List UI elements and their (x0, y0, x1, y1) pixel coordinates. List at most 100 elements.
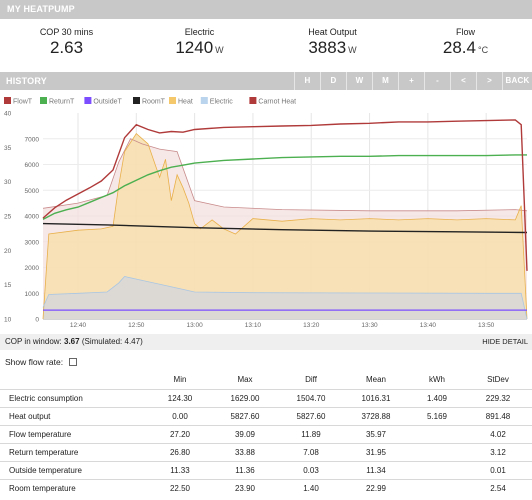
flow-rate-checkbox[interactable] (69, 358, 78, 366)
stat-label: Flow (455, 27, 475, 37)
back-button[interactable]: BACK (502, 72, 532, 90)
hide-detail-button[interactable]: HIDE DETAIL (482, 337, 528, 346)
zoom-in-button[interactable]: + (398, 72, 424, 90)
legend-swatch (4, 97, 11, 104)
stat-heat-output: Heat Output 3883 W (266, 26, 399, 62)
table-row: Outside temperature 11.33 11.36 0.03 11.… (0, 460, 532, 479)
carnot-heat-line (42, 138, 528, 212)
stats-table: Min Max Diff Mean kWh StDev Electric con… (0, 370, 532, 497)
left-tick-label: 10 (4, 317, 12, 324)
table-cell: Heat output (0, 406, 150, 425)
table-cell: 0.00 (150, 406, 210, 425)
electric-area (43, 276, 527, 319)
table-cell: 1.409 (410, 388, 464, 407)
legend-swatch (40, 97, 47, 104)
stat-value: 3883 (308, 38, 347, 57)
legend-label: FlowT (13, 99, 33, 106)
table-cell: 229.32 (464, 388, 532, 407)
stat-cop: COP 30 mins 2.63 (0, 26, 133, 62)
table-header: kWh (429, 374, 445, 384)
right-tick-label: 3000 (25, 239, 40, 246)
table-cell (410, 478, 464, 497)
table-cell: 3728.88 (342, 406, 410, 425)
table-cell: 11.36 (210, 460, 280, 479)
flow-rate-label: Show flow rate: (5, 357, 64, 367)
table-cell (410, 460, 464, 479)
table-header (0, 370, 150, 389)
history-chart[interactable]: FlowT ReturnT OutsideT RoomT Heat Electric Car… (0, 93, 532, 330)
table-cell: 5.169 (410, 406, 464, 425)
table-cell (410, 424, 464, 443)
legend-label: ReturnT (49, 99, 75, 106)
zoom-out-button[interactable]: - (424, 72, 450, 90)
cop-window-label: COP in window: (5, 337, 62, 346)
table-cell: Room temperature (0, 478, 150, 497)
legend-label: OutsideT (93, 99, 122, 106)
table-cell: 31.95 (342, 442, 410, 461)
pan-right-button[interactable]: > (476, 72, 502, 90)
week-button[interactable]: W (346, 72, 372, 90)
legend-swatch (249, 97, 257, 104)
pan-left-button[interactable]: < (450, 72, 476, 90)
stat-unit: W (215, 45, 224, 55)
table-row: Heat output 0.00 5827.60 5827.60 3728.88… (0, 406, 532, 425)
table-cell: Flow temperature (0, 424, 150, 443)
stat-unit: W (348, 45, 357, 55)
table-cell: 11.89 (280, 424, 342, 443)
table-header: Min (173, 374, 187, 384)
legend-swatch (84, 97, 92, 104)
table-cell: Electric consumption (0, 388, 150, 407)
heat-area (43, 133, 527, 319)
x-tick-label: 13:30 (361, 322, 378, 329)
stat-label: Heat Output (308, 27, 357, 37)
app-title-bar: MY HEATPUMP (0, 0, 532, 19)
table-cell: 0.03 (280, 460, 342, 479)
return-temp-line (42, 154, 527, 221)
table-cell: 11.34 (342, 460, 410, 479)
table-cell: Outside temperature (0, 460, 150, 479)
table-cell: 3.12 (464, 442, 532, 461)
left-tick-label: 20 (4, 248, 12, 255)
table-row: Return temperature 26.80 33.88 7.08 31.9… (0, 442, 532, 461)
cop-window-row: COP in window: 3.67 (Simulated: 4.47) HI… (0, 334, 532, 350)
x-tick-label: 13:50 (478, 322, 495, 329)
x-tick-label: 12:40 (70, 322, 87, 329)
table-cell: 2.54 (464, 478, 532, 497)
table-cell: 124.30 (150, 388, 210, 407)
right-tick-label: 7000 (25, 136, 40, 143)
flow-temp-line (42, 119, 528, 271)
left-tick-label: 15 (4, 282, 12, 289)
right-tick-label: 2000 (25, 265, 40, 272)
right-tick-label: 6000 (25, 162, 40, 169)
hour-button[interactable]: H (294, 72, 320, 90)
summary-stats: COP 30 mins 2.63 Electric 1240 W Heat Out… (0, 26, 532, 62)
table-cell: 1504.70 (280, 388, 342, 407)
table-cell: 5827.60 (280, 406, 342, 425)
table-row: Room temperature 22.50 23.90 1.40 22.99 … (0, 478, 532, 497)
x-tick-label: 13:00 (186, 322, 203, 329)
right-tick-label: 0 (35, 317, 39, 324)
legend-label: Heat (178, 99, 193, 106)
table-header: Diff (305, 374, 317, 384)
room-temp-line (42, 222, 528, 234)
table-header: Mean (365, 374, 386, 384)
table-cell: 5827.60 (210, 406, 280, 425)
x-tick-label: 12:50 (128, 322, 145, 329)
table-row: Electric consumption 124.30 1629.00 1504… (0, 388, 532, 407)
left-tick-label: 35 (4, 145, 12, 152)
month-button[interactable]: M (372, 72, 398, 90)
stat-label: COP 30 mins (39, 27, 94, 37)
left-tick-label: 25 (4, 214, 12, 221)
table-row: Flow temperature 27.20 39.09 11.89 35.97… (0, 424, 532, 443)
legend-swatch (133, 97, 140, 104)
stat-value: 1240 (175, 38, 214, 57)
stat-flow: Flow 28.4 °C (399, 26, 532, 62)
day-button[interactable]: D (320, 72, 346, 90)
stat-unit: °C (477, 45, 489, 55)
heat-line (42, 132, 528, 320)
legend-swatch (200, 97, 208, 104)
table-cell: 1629.00 (210, 388, 280, 407)
stat-value: 2.63 (49, 38, 84, 57)
history-chart-svg[interactable]: FlowT ReturnT OutsideT RoomT Heat Electric Car… (0, 93, 532, 330)
table-header-row: Min Max Diff Mean kWh StDev (0, 370, 532, 389)
